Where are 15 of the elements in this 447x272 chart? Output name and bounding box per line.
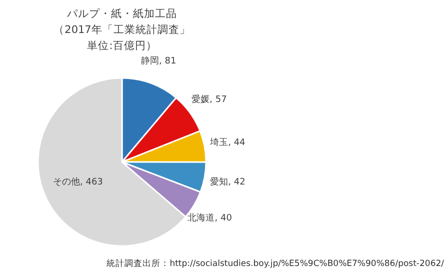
data-label: , 42	[228, 178, 246, 188]
slice-label: 埼玉	[209, 136, 228, 148]
slice-label: 愛媛	[192, 94, 210, 105]
data-label: , 44	[228, 138, 246, 148]
text: 統計調査出所：http://socialstudies.boy.jp/%E5%9C%B0%E7%90%86/post-2062/	[106, 258, 444, 269]
slice-label: 北海道	[188, 212, 215, 224]
slice-label: 愛知	[210, 176, 228, 188]
data-label: , 57	[210, 94, 227, 105]
data-label: , 40	[214, 213, 232, 224]
slice-label: その他	[53, 176, 80, 188]
slice-label: 静岡	[141, 56, 160, 67]
chart-title: パルプ・紙・紙加工品	[66, 7, 177, 20]
data-label: , 463	[80, 177, 103, 188]
chart-subtitle: （2017年「工業統計調査」単位:百億円）	[54, 23, 190, 52]
data-label: , 81	[159, 56, 176, 67]
